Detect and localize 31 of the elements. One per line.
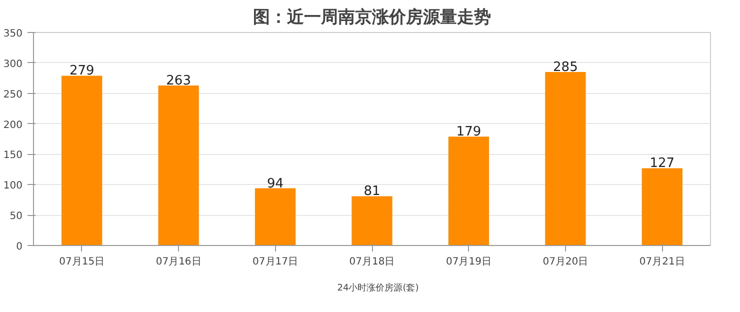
- data-label: 263: [166, 73, 191, 88]
- data-label: 94: [267, 176, 284, 192]
- data-label: 285: [553, 60, 578, 76]
- data-label: 81: [364, 184, 380, 200]
- x-tick-label: 07月21日: [639, 256, 685, 268]
- bar: [158, 85, 199, 246]
- bar: [62, 76, 102, 246]
- x-tick-label: 07月17日: [252, 256, 298, 268]
- bar: [642, 168, 682, 246]
- y-tick-label: 350: [3, 28, 23, 40]
- x-tick-label: 07月16日: [156, 256, 202, 268]
- x-tick-label: 07月20日: [542, 256, 588, 268]
- y-tick-label: 0: [16, 242, 23, 252]
- chart-title: 图：近一周南京涨价房源量走势: [253, 8, 491, 28]
- bar: [352, 196, 392, 246]
- x-tick-label: 07月18日: [349, 256, 395, 268]
- y-tick-label: 250: [3, 89, 23, 100]
- x-tick-label: 07月15日: [59, 256, 105, 268]
- y-tick-label: 300: [3, 58, 23, 70]
- text: 24小时涨价房源(套): [337, 282, 419, 294]
- x-tick-label: 07月19日: [446, 256, 492, 268]
- bar: [254, 188, 296, 246]
- bar: [448, 136, 490, 246]
- y-tick-label: 150: [3, 150, 23, 162]
- bar: [545, 72, 586, 246]
- y-tick-label: 50: [10, 211, 23, 222]
- data-label: 127: [650, 156, 675, 172]
- y-tick-label: 100: [3, 180, 23, 192]
- data-label: 179: [456, 124, 482, 140]
- data-label: 279: [69, 64, 94, 79]
- y-tick-label: 200: [3, 120, 23, 131]
